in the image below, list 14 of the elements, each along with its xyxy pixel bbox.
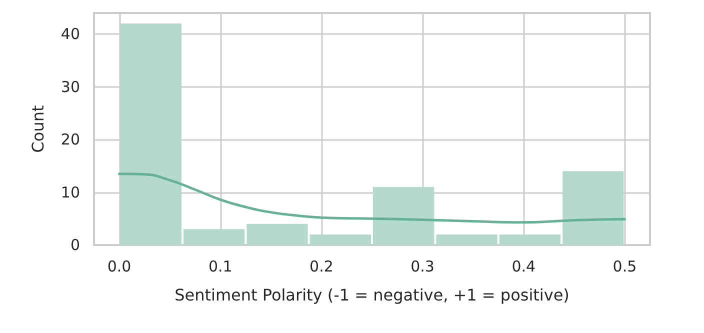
y-tick-label: 20 [60,130,80,149]
y-tick-label: 40 [60,25,80,44]
y-tick-label: 0 [70,236,80,254]
x-tick-label: 0.4 [512,258,536,276]
x-tick-label: 0.1 [208,258,232,276]
x-tick-label: 0.5 [612,258,637,276]
y-tick-label: 30 [60,78,80,96]
line-series [118,172,626,224]
x-tick-label: 0.3 [410,258,434,276]
x-tick-label: 0.2 [310,258,334,276]
y-axis-title: Count [28,105,48,153]
x-tick-label: 0.0 [107,258,132,276]
x-axis-title: Sentiment Polarity (-1 = negative, +1 = positive) [174,286,570,304]
y-tick-label: 10 [60,183,80,202]
